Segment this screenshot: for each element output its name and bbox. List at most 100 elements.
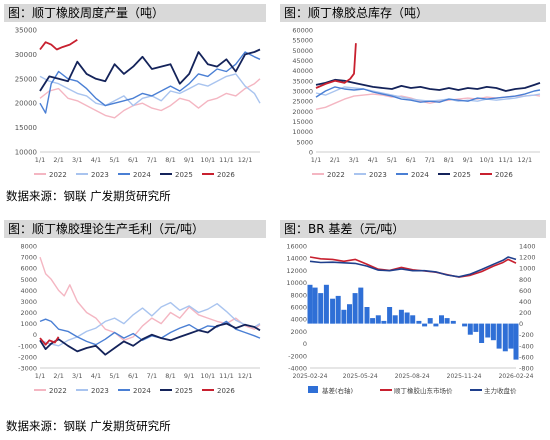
basis-bar xyxy=(485,323,491,338)
y2-tick-label: 1400 xyxy=(519,243,536,251)
y-tick-label: 15000 xyxy=(292,118,313,126)
y2-tick-label: 200 xyxy=(519,309,531,317)
basis-bar xyxy=(364,307,370,324)
total-inventory-title: 图：顺丁橡胶总库存（吨） xyxy=(280,4,546,22)
basis-bar xyxy=(392,315,398,324)
basis-bar xyxy=(496,323,502,349)
br-basis-title: 图：BR 基差（元/吨） xyxy=(280,220,546,238)
futures-close-line xyxy=(309,256,517,278)
y-tick-label: 8000 xyxy=(290,291,307,299)
x-tick-label: 3/1 xyxy=(72,156,82,164)
basis-bar xyxy=(462,323,468,327)
legend-label-2025: 2025 xyxy=(453,171,471,179)
y-tick-label: 15000 xyxy=(15,124,37,132)
series-line-2022 xyxy=(39,256,261,342)
y-tick-label: -2000 xyxy=(288,352,307,360)
y-tick-label: -3000 xyxy=(18,365,37,373)
x-tick-label: 6/1 xyxy=(406,156,416,164)
basis-bar xyxy=(427,318,433,324)
y-tick-label: 35000 xyxy=(15,27,37,35)
x-tick-label: 10/1 xyxy=(480,156,495,164)
series-line-2025 xyxy=(39,322,261,356)
basis-bar xyxy=(358,287,364,324)
x-tick-label: 5/1 xyxy=(109,372,119,380)
basis-bar xyxy=(404,312,410,324)
spot-price-line xyxy=(309,256,517,278)
y-tick-label: 3000 xyxy=(20,298,37,306)
x-tick-label: 7/1 xyxy=(147,372,157,380)
x-tick-label: 4/1 xyxy=(91,372,101,380)
y2-tick-label: 400 xyxy=(519,298,531,306)
y2-tick-label: -200 xyxy=(519,331,534,339)
y-tick-label: 1000 xyxy=(20,320,37,328)
theoretical-margin-panel: 图：顺丁橡胶理论生产毛利（元/吨） -3000 -2000 -1000 0 1000 20… xyxy=(4,220,266,400)
y-tick-label: 50000 xyxy=(292,47,313,55)
x-tick-label: 6/1 xyxy=(128,372,138,380)
series-line-2026 xyxy=(315,43,357,89)
y-tick-label: 0 xyxy=(33,331,37,339)
y-tick-label: 10000 xyxy=(15,149,37,157)
basis-bar xyxy=(508,323,514,349)
x-tick-label: 2/1 xyxy=(53,156,63,164)
y2-tick-label: -800 xyxy=(519,365,534,373)
weekly-output-panel: 图：顺丁橡胶周度产量（吨） 10000 15000 20000 25000 30000 3… xyxy=(4,4,266,184)
y2-tick-label: 800 xyxy=(519,276,531,284)
series-line-2026 xyxy=(39,39,78,51)
y2-tick-label: -600 xyxy=(519,353,534,361)
y-tick-label: 0 xyxy=(303,340,307,348)
y-tick-label: 4000 xyxy=(20,287,37,295)
basis-bar xyxy=(323,284,329,324)
basis-bar xyxy=(387,307,393,324)
x-tick-label: 4/1 xyxy=(91,156,101,164)
y-tick-label: 5000 xyxy=(20,276,37,284)
x-tick-label: 2025-05-24 xyxy=(343,373,378,380)
legend-label-2025: 2025 xyxy=(175,387,193,395)
y-tick-label: 6000 xyxy=(20,265,37,273)
y-tick-label: 14000 xyxy=(286,255,307,263)
basis-bar xyxy=(416,320,422,324)
legend-label-spot: 顺丁橡胶山东市场价 xyxy=(394,386,453,395)
basis-bar xyxy=(433,323,439,327)
x-tick-label: 2025-02-24 xyxy=(293,373,328,380)
series-line-2025 xyxy=(39,48,261,92)
x-tick-label: 3/1 xyxy=(72,372,82,380)
y-tick-label: -2000 xyxy=(18,353,37,361)
basis-bar xyxy=(439,315,444,324)
x-tick-label: 11/1 xyxy=(219,372,234,380)
y-tick-label: 60000 xyxy=(292,27,313,35)
basis-bar xyxy=(490,323,496,341)
x-tick-label: 11/1 xyxy=(219,156,234,164)
series-line-2025 xyxy=(315,78,541,92)
legend-label-2022: 2022 xyxy=(49,171,67,179)
x-tick-label: 2/1 xyxy=(330,156,340,164)
source-note-bottom: 数据来源：钢联 广发期货研究所 xyxy=(6,419,171,433)
x-tick-label: 1/1 xyxy=(35,372,45,380)
y2-tick-label: 600 xyxy=(519,287,531,295)
y-tick-label: 8000 xyxy=(20,243,37,251)
y-tick-label: 25000 xyxy=(15,75,37,83)
y-tick-label: 10000 xyxy=(286,279,307,287)
y2-tick-label: 1000 xyxy=(519,265,536,273)
series-line-2024 xyxy=(39,318,261,346)
y-tick-label: 16000 xyxy=(286,243,307,251)
basis-bar xyxy=(330,298,336,324)
y-tick-label: -4000 xyxy=(288,365,307,373)
x-tick-label: 4/1 xyxy=(368,156,378,164)
x-tick-label: 2025-11-24 xyxy=(447,373,482,380)
y2-tick-label: 0 xyxy=(519,320,523,328)
x-tick-label: 6/1 xyxy=(128,156,138,164)
weekly-output-title: 图：顺丁橡胶周度产量（吨） xyxy=(4,4,266,22)
legend-label-2024: 2024 xyxy=(411,171,429,179)
y-tick-label: 12000 xyxy=(286,267,307,275)
x-tick-label: 12/1 xyxy=(518,156,533,164)
y-tick-label: 20000 xyxy=(15,100,37,108)
y-tick-label: -1000 xyxy=(18,342,37,350)
basis-bar xyxy=(352,293,358,324)
legend-swatch-basis xyxy=(308,386,318,393)
y-tick-label: 2000 xyxy=(20,309,37,317)
x-tick-label: 10/1 xyxy=(200,372,215,380)
basis-bar xyxy=(479,323,485,343)
legend-label-2023: 2023 xyxy=(91,171,109,179)
basis-bar xyxy=(502,323,508,352)
legend-label-2023: 2023 xyxy=(91,387,109,395)
